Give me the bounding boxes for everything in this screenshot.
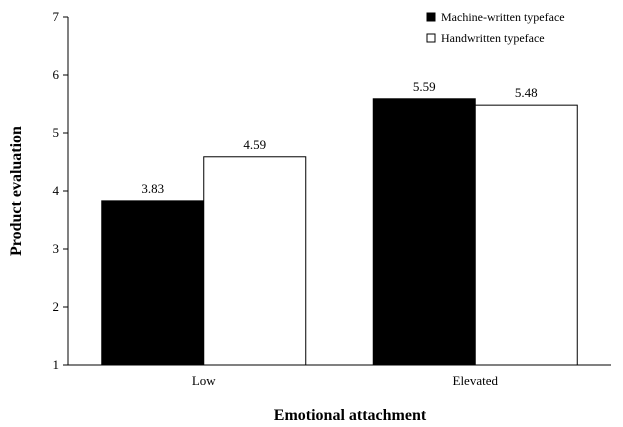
data-label: 3.83 (141, 181, 164, 196)
x-axis-title: Emotional attachment (274, 407, 427, 424)
y-tick-label: 4 (53, 183, 60, 198)
y-axis-ticks: 1 2 3 4 5 6 7 (53, 9, 68, 372)
x-axis-category-labels: Low Elevated (192, 373, 499, 388)
y-tick-label: 2 (53, 299, 60, 314)
y-tick-label: 5 (53, 125, 60, 140)
bar-machine-low (101, 200, 205, 366)
legend-item-handwritten: Handwritten typeface (426, 31, 545, 45)
data-label: 5.48 (515, 85, 538, 100)
data-label: 5.59 (413, 79, 436, 94)
bar-handwritten-low (203, 156, 307, 366)
y-tick-label: 6 (53, 67, 60, 82)
data-labels: 3.83 4.59 5.59 5.48 (141, 79, 537, 196)
y-tick-label: 7 (53, 9, 60, 24)
legend-swatch-handwritten (426, 33, 436, 43)
y-tick-label: 1 (53, 357, 60, 372)
legend-item-machine: Machine-written typeface (426, 10, 565, 24)
x-category-label: Low (192, 373, 216, 388)
x-category-label: Elevated (453, 373, 499, 388)
legend-label-machine: Machine-written typeface (441, 10, 565, 24)
y-axis-title: Product evaluation (8, 126, 25, 256)
y-tick-label: 3 (53, 241, 60, 256)
legend-swatch-machine (426, 12, 436, 22)
bar-handwritten-elevated (474, 104, 578, 366)
legend: Machine-written typeface Handwritten typ… (426, 10, 565, 45)
bar-machine-elevated (372, 98, 476, 366)
bars (101, 98, 578, 366)
legend-label-handwritten: Handwritten typeface (441, 31, 545, 45)
data-label: 4.59 (243, 137, 266, 152)
